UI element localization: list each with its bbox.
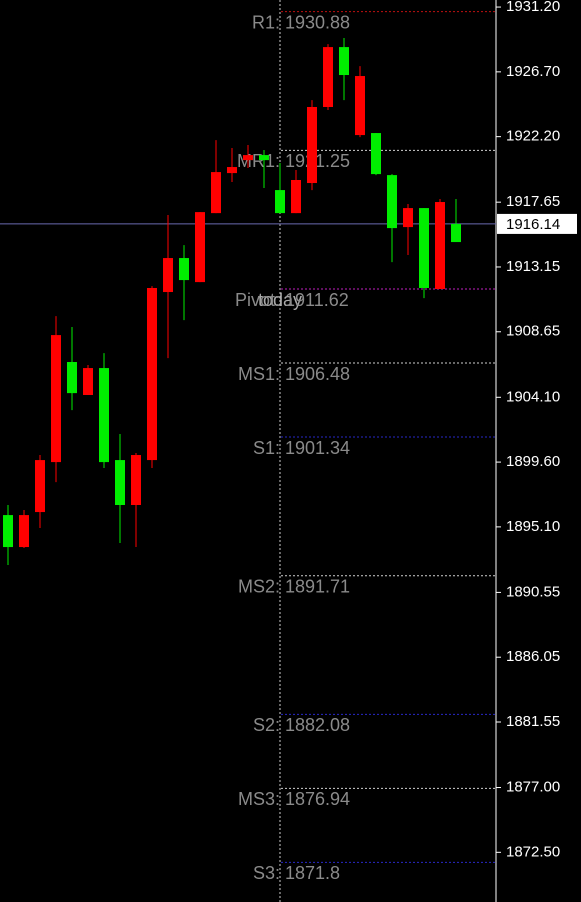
candle-body xyxy=(435,202,445,290)
candle-body xyxy=(67,362,77,394)
candle-body xyxy=(387,175,397,229)
candle-body xyxy=(3,515,13,548)
candle-body xyxy=(51,335,61,463)
y-tick-label: 1904.10 xyxy=(506,388,560,405)
pivot-level-value: 1930.88 xyxy=(285,12,350,32)
candle-body xyxy=(227,167,237,174)
y-tick-label: 1926.70 xyxy=(506,63,560,80)
y-tick-label: 1895.10 xyxy=(506,518,560,535)
current-price-box xyxy=(497,213,577,234)
separator-label: today xyxy=(258,290,302,310)
pivot-level-name: Pivot: xyxy=(235,290,280,310)
pivot-level-value: 1906.48 xyxy=(285,364,350,384)
candle-body xyxy=(259,155,269,161)
pivot-level-name: S2: xyxy=(253,715,280,735)
candle-body xyxy=(211,172,221,214)
candle-body xyxy=(371,133,381,175)
candle-body xyxy=(35,460,45,513)
y-tick-label: 1899.60 xyxy=(506,453,560,470)
pivot-level-value: 1921.25 xyxy=(285,151,350,171)
candle-body xyxy=(99,368,109,463)
candle-body xyxy=(115,460,125,505)
candle-body xyxy=(275,190,285,214)
candle-body xyxy=(355,76,365,136)
y-tick-label: 1872.50 xyxy=(506,843,560,860)
y-tick-label: 1931.20 xyxy=(506,0,560,15)
y-tick-label: 1886.05 xyxy=(506,648,560,665)
pivot-level-name: S3: xyxy=(253,863,280,883)
candle-body xyxy=(339,47,349,76)
pivot-level-name: S1: xyxy=(253,438,280,458)
pivot-level-value: 1871.8 xyxy=(285,863,340,883)
candle-body xyxy=(163,258,173,293)
pivot-level-value: 1882.08 xyxy=(285,715,350,735)
y-tick-label: 1908.65 xyxy=(506,323,560,340)
pivot-level-value: 1911.62 xyxy=(285,290,349,310)
y-tick-label: 1881.55 xyxy=(506,713,560,730)
candle-body xyxy=(83,368,93,395)
pivot-level-name: MS3: xyxy=(238,789,280,809)
candle-body xyxy=(147,287,157,461)
pivot-level-name: MS1: xyxy=(238,364,280,384)
candle-body xyxy=(403,208,413,228)
candle-body xyxy=(179,258,189,281)
y-tick-label: 1890.55 xyxy=(506,583,560,600)
pivot-level-name: MR1: xyxy=(237,151,280,171)
pivot-level-name: R1: xyxy=(252,12,280,32)
candle-body xyxy=(451,223,461,243)
pivot-level-value: 1891.71 xyxy=(285,576,350,596)
current-price-label: 1916.14 xyxy=(506,216,560,233)
candle-body xyxy=(19,515,29,548)
y-tick-label: 1917.65 xyxy=(506,193,560,210)
y-tick-label: 1922.20 xyxy=(506,128,560,145)
y-tick-label: 1913.15 xyxy=(506,258,560,275)
candle-body xyxy=(131,455,141,505)
candle-body xyxy=(419,208,429,288)
candle-body xyxy=(307,106,317,184)
candle-body xyxy=(323,47,333,107)
y-tick-label: 1877.00 xyxy=(506,778,560,795)
pivot-level-name: MS2: xyxy=(238,576,280,596)
candle-body xyxy=(243,155,253,161)
pivot-level-value: 1901.34 xyxy=(285,438,350,458)
candle-body xyxy=(291,179,301,214)
candle-body xyxy=(195,212,205,283)
pivot-level-value: 1876.94 xyxy=(285,789,350,809)
